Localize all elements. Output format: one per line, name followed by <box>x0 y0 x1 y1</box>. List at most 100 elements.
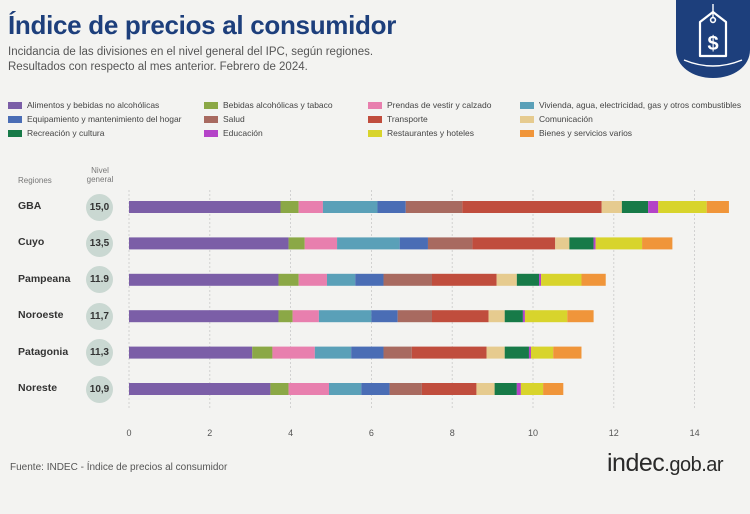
bar-segment <box>520 383 544 395</box>
bar-segment <box>516 383 521 395</box>
legend-item: Recreación y cultura <box>8 128 104 138</box>
bar-segment <box>399 237 428 250</box>
bar-segment <box>129 237 289 250</box>
bar-segment <box>553 346 582 359</box>
legend-item: Educación <box>204 128 263 138</box>
bar-segment <box>421 383 477 395</box>
level-badge: 11,7 <box>86 302 113 330</box>
legend-label: Vivienda, agua, electricidad, gas y otro… <box>539 100 742 110</box>
brand-main: indec <box>607 449 665 477</box>
bar-segment <box>270 383 289 395</box>
legend-label: Salud <box>223 114 245 124</box>
bar-segment <box>337 237 400 250</box>
region-label: Patagonia <box>18 345 69 358</box>
bar-segment <box>314 346 352 359</box>
level-header: Nivel general <box>80 166 120 184</box>
x-tick-label: 14 <box>690 428 700 438</box>
legend-swatch <box>520 115 534 123</box>
legend-item: Bebidas alcohólicas y tabaco <box>204 100 333 110</box>
bar-segment <box>427 237 473 250</box>
bar-segment <box>496 273 517 286</box>
legend-swatch <box>8 101 22 109</box>
bar-segment <box>476 383 495 395</box>
level-header-line-1: Nivel <box>91 166 109 175</box>
bar-segment <box>581 273 606 286</box>
bar-segment <box>504 346 529 359</box>
svg-text:$: $ <box>707 33 718 55</box>
x-tick-label: 6 <box>369 428 374 438</box>
bar-segment <box>411 346 487 359</box>
x-tick-label: 4 <box>288 428 293 438</box>
bar-segment <box>129 201 281 213</box>
bar-segment <box>642 237 673 250</box>
subtitle-line-1: Incidancia de las divisiones en el nivel… <box>8 46 374 58</box>
legend-label: Bienes y servicios varios <box>539 128 633 138</box>
bar-segment <box>298 273 327 286</box>
x-tick-label: 2 <box>207 428 212 438</box>
bar-segment <box>432 310 489 323</box>
bar-segment <box>328 383 362 395</box>
bar-segment <box>543 383 564 395</box>
bar-segment <box>371 310 398 323</box>
bar-segment <box>405 201 463 213</box>
legend-swatch <box>520 129 534 137</box>
legend-item: Transporte <box>368 114 428 124</box>
bar-segment <box>355 273 384 286</box>
bar-segment <box>593 237 596 250</box>
bar-segment <box>539 273 542 286</box>
level-header-line-2: general <box>86 175 114 184</box>
bar-segment <box>280 201 299 213</box>
legend-swatch <box>204 115 218 123</box>
bar-segment <box>528 346 531 359</box>
bar-segment <box>288 237 305 250</box>
legend-item: Equipamiento y mantenimiento del hogar <box>8 114 182 124</box>
legend-item: Prendas de vestir y calzado <box>368 100 491 110</box>
bar-segment <box>621 201 649 213</box>
legend-item: Comunicación <box>520 114 593 124</box>
bar-segment <box>129 346 253 359</box>
legend-item: Vivienda, agua, electricidad, gas y otro… <box>520 100 741 110</box>
region-label: GBA <box>18 200 42 212</box>
bar-segment <box>462 201 602 213</box>
legend-label: Bebidas alcohólicas y tabaco <box>223 100 333 110</box>
x-tick-label: 0 <box>126 428 131 438</box>
level-badge: 13,5 <box>86 229 113 257</box>
region-label: Pampeana <box>18 272 71 285</box>
legend-label: Comunicación <box>539 114 593 124</box>
bar-segment <box>658 201 707 213</box>
bar-segment <box>522 310 525 323</box>
bar-segment <box>361 383 390 395</box>
bar-segment <box>516 273 540 286</box>
x-tick-label: 12 <box>609 428 619 438</box>
bar-segment <box>318 310 372 323</box>
legend-item: Restaurantes y hoteles <box>368 128 474 138</box>
legend-swatch <box>520 101 534 109</box>
bar-segment <box>288 383 329 395</box>
subtitle-line-2: Resultados con respecto al mes anterior.… <box>8 61 308 73</box>
bar-segment <box>129 310 279 323</box>
bar-segment <box>524 310 568 323</box>
legend-swatch <box>204 129 218 137</box>
x-tick-label: 8 <box>450 428 455 438</box>
bar-segment <box>488 310 505 323</box>
bar-segment <box>541 273 582 286</box>
bar-segment <box>129 383 271 395</box>
legend-swatch <box>204 101 218 109</box>
bar-segment <box>432 273 497 286</box>
region-label: Cuyo <box>18 236 45 249</box>
bar-segment <box>377 201 406 213</box>
bar-segment <box>601 201 622 213</box>
legend-swatch <box>368 129 382 137</box>
source-note: Fuente: INDEC - Índice de precios al con… <box>10 462 228 473</box>
region-label: Noroeste <box>18 309 64 322</box>
bar-segment <box>292 310 319 323</box>
bar-segment <box>530 346 554 359</box>
bar-segment <box>272 346 315 359</box>
bar-segment <box>383 273 432 286</box>
chart-legend: Alimentos y bebidas no alcohólicas Bebida… <box>8 100 748 142</box>
bar-segment <box>278 273 299 286</box>
bar-segment <box>351 346 384 359</box>
legend-label: Recreación y cultura <box>27 128 105 138</box>
legend-swatch <box>8 115 22 123</box>
chart-subtitle: Incidancia de las divisiones en el nivel… <box>8 45 373 75</box>
